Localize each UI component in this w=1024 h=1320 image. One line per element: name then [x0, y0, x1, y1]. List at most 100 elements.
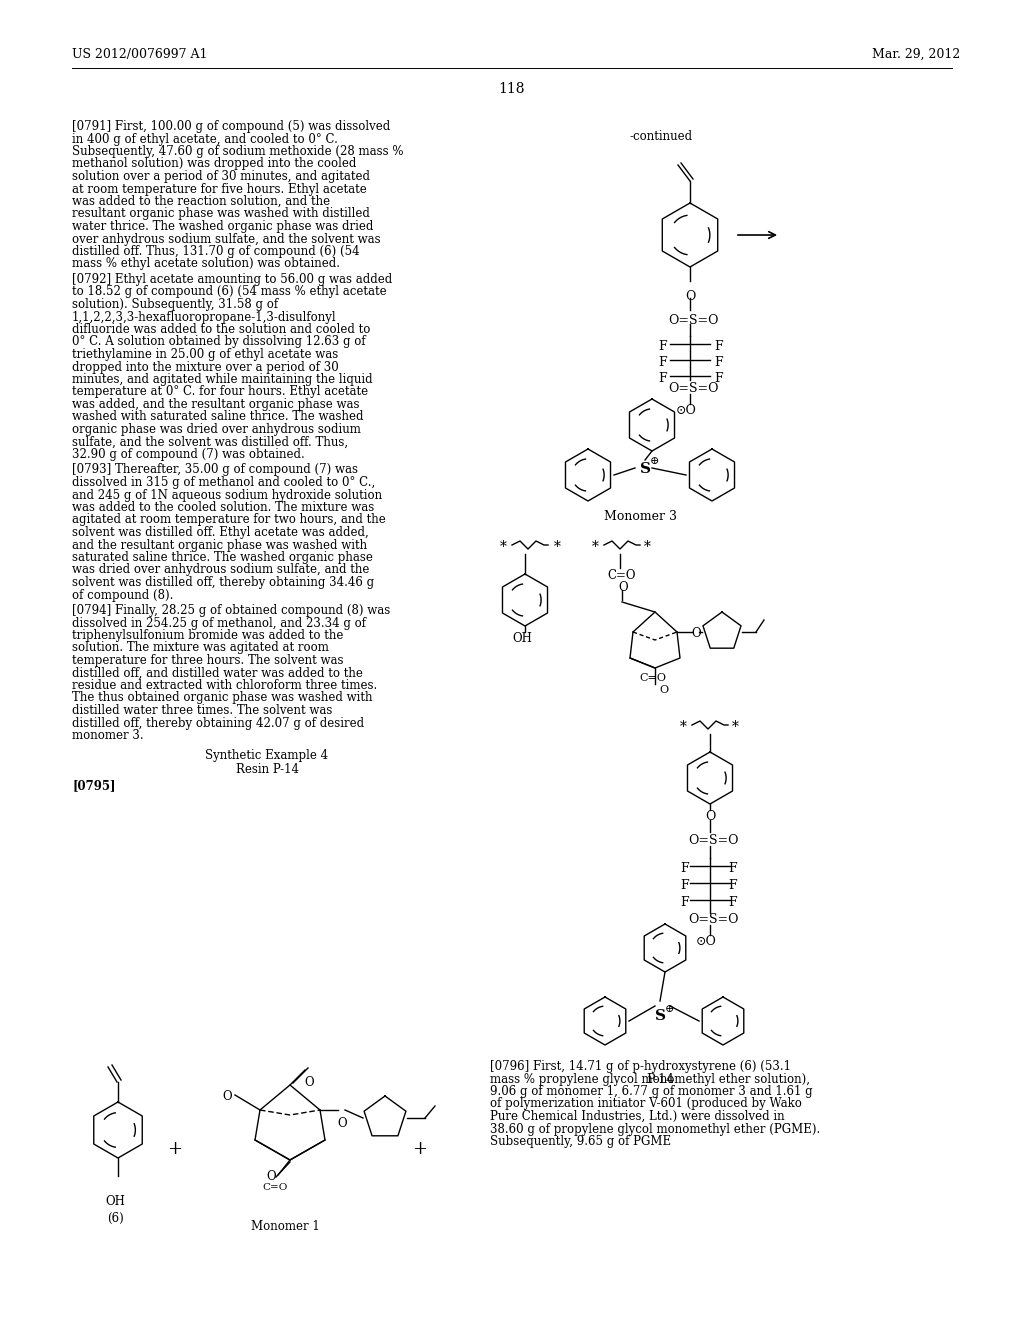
Text: residue and extracted with chloroform three times.: residue and extracted with chloroform th… — [72, 678, 377, 692]
Text: *: * — [592, 540, 599, 554]
Text: O: O — [266, 1170, 275, 1183]
Text: Synthetic Example 4: Synthetic Example 4 — [206, 748, 329, 762]
Text: F: F — [680, 862, 688, 875]
Text: C=O: C=O — [262, 1183, 288, 1192]
Text: 118: 118 — [499, 82, 525, 96]
Text: solution over a period of 30 minutes, and agitated: solution over a period of 30 minutes, an… — [72, 170, 370, 183]
Text: ⊕: ⊕ — [665, 1005, 675, 1014]
Text: washed with saturated saline thrice. The washed: washed with saturated saline thrice. The… — [72, 411, 364, 424]
Text: at room temperature for five hours. Ethyl acetate: at room temperature for five hours. Ethy… — [72, 182, 367, 195]
Text: water thrice. The washed organic phase was dried: water thrice. The washed organic phase w… — [72, 220, 374, 234]
Text: -continued: -continued — [630, 129, 693, 143]
Text: F: F — [714, 356, 723, 370]
Text: ⊕: ⊕ — [650, 455, 659, 466]
Text: Monomer 3: Monomer 3 — [603, 510, 677, 523]
Text: O=S=O: O=S=O — [688, 834, 738, 847]
Text: was dried over anhydrous sodium sulfate, and the: was dried over anhydrous sodium sulfate,… — [72, 564, 370, 577]
Text: F: F — [658, 341, 667, 352]
Text: O: O — [618, 581, 628, 594]
Text: O=S=O: O=S=O — [688, 913, 738, 927]
Text: [0795]: [0795] — [72, 780, 116, 792]
Text: O=S=O: O=S=O — [668, 314, 719, 327]
Text: *: * — [680, 719, 687, 734]
Text: solution. The mixture was agitated at room: solution. The mixture was agitated at ro… — [72, 642, 329, 655]
Text: monomer 3.: monomer 3. — [72, 729, 143, 742]
Text: sulfate, and the solvent was distilled off. Thus,: sulfate, and the solvent was distilled o… — [72, 436, 348, 449]
Text: in 400 g of ethyl acetate, and cooled to 0° C.: in 400 g of ethyl acetate, and cooled to… — [72, 132, 338, 145]
Text: ⊙O: ⊙O — [696, 935, 717, 948]
Text: agitated at room temperature for two hours, and the: agitated at room temperature for two hou… — [72, 513, 386, 527]
Text: O: O — [705, 810, 716, 822]
Text: C=O: C=O — [607, 569, 636, 582]
Text: S: S — [640, 462, 651, 477]
Text: Monomer 1: Monomer 1 — [251, 1220, 319, 1233]
Text: distilled off, and distilled water was added to the: distilled off, and distilled water was a… — [72, 667, 362, 680]
Text: S: S — [655, 1008, 666, 1023]
Text: F: F — [680, 896, 688, 909]
Text: difluoride was added to the solution and cooled to: difluoride was added to the solution and… — [72, 323, 371, 337]
Text: Pure Chemical Industries, Ltd.) were dissolved in: Pure Chemical Industries, Ltd.) were dis… — [490, 1110, 784, 1123]
Text: saturated saline thrice. The washed organic phase: saturated saline thrice. The washed orga… — [72, 550, 373, 564]
Text: F: F — [714, 341, 723, 352]
Text: F: F — [728, 862, 736, 875]
Text: *: * — [732, 719, 739, 734]
Text: F: F — [728, 896, 736, 909]
Text: (6): (6) — [106, 1212, 123, 1225]
Text: Subsequently, 9.65 g of PGME: Subsequently, 9.65 g of PGME — [490, 1135, 671, 1148]
Text: C=O: C=O — [639, 673, 666, 682]
Text: 0° C. A solution obtained by dissolving 12.63 g of: 0° C. A solution obtained by dissolving … — [72, 335, 366, 348]
Text: [0793] Thereafter, 35.00 g of compound (7) was: [0793] Thereafter, 35.00 g of compound (… — [72, 463, 358, 477]
Text: dissolved in 315 g of methanol and cooled to 0° C.,: dissolved in 315 g of methanol and coole… — [72, 477, 375, 488]
Text: was added to the reaction solution, and the: was added to the reaction solution, and … — [72, 195, 330, 209]
Text: temperature at 0° C. for four hours. Ethyl acetate: temperature at 0° C. for four hours. Eth… — [72, 385, 368, 399]
Text: O: O — [691, 627, 700, 640]
Text: distilled off. Thus, 131.70 g of compound (6) (54: distilled off. Thus, 131.70 g of compoun… — [72, 246, 359, 257]
Text: P-14: P-14 — [646, 1073, 674, 1086]
Text: solvent was distilled off, thereby obtaining 34.46 g: solvent was distilled off, thereby obtai… — [72, 576, 374, 589]
Text: [0796] First, 14.71 g of p-hydroxystyrene (6) (53.1: [0796] First, 14.71 g of p-hydroxystyren… — [490, 1060, 791, 1073]
Text: F: F — [658, 356, 667, 370]
Text: *: * — [644, 540, 651, 554]
Text: over anhydrous sodium sulfate, and the solvent was: over anhydrous sodium sulfate, and the s… — [72, 232, 381, 246]
Text: *: * — [554, 540, 561, 554]
Text: mass % propylene glycol monomethyl ether solution),: mass % propylene glycol monomethyl ether… — [490, 1072, 810, 1085]
Text: distilled off, thereby obtaining 42.07 g of desired: distilled off, thereby obtaining 42.07 g… — [72, 717, 365, 730]
Text: ⊙O: ⊙O — [676, 404, 697, 417]
Text: O=S=O: O=S=O — [668, 381, 719, 395]
Text: OH: OH — [105, 1195, 125, 1208]
Text: 38.60 g of propylene glycol monomethyl ether (PGME).: 38.60 g of propylene glycol monomethyl e… — [490, 1122, 820, 1135]
Text: 1,1,2,2,3,3-hexafluoropropane-1,3-disulfonyl: 1,1,2,2,3,3-hexafluoropropane-1,3-disulf… — [72, 310, 337, 323]
Text: F: F — [680, 879, 688, 892]
Text: O: O — [685, 290, 695, 304]
Text: [0791] First, 100.00 g of compound (5) was dissolved: [0791] First, 100.00 g of compound (5) w… — [72, 120, 390, 133]
Text: OH: OH — [512, 632, 531, 645]
Text: F: F — [728, 879, 736, 892]
Text: US 2012/0076997 A1: US 2012/0076997 A1 — [72, 48, 208, 61]
Text: F: F — [658, 372, 667, 385]
Text: and 245 g of 1N aqueous sodium hydroxide solution: and 245 g of 1N aqueous sodium hydroxide… — [72, 488, 382, 502]
Text: dissolved in 254.25 g of methanol, and 23.34 g of: dissolved in 254.25 g of methanol, and 2… — [72, 616, 366, 630]
Text: of compound (8).: of compound (8). — [72, 589, 173, 602]
Text: triphenylsulfonium bromide was added to the: triphenylsulfonium bromide was added to … — [72, 630, 343, 642]
Text: 9.06 g of monomer 1, 6.77 g of monomer 3 and 1.61 g: 9.06 g of monomer 1, 6.77 g of monomer 3… — [490, 1085, 813, 1098]
Text: dropped into the mixture over a period of 30: dropped into the mixture over a period o… — [72, 360, 339, 374]
Text: solvent was distilled off. Ethyl acetate was added,: solvent was distilled off. Ethyl acetate… — [72, 525, 369, 539]
Text: +: + — [168, 1140, 182, 1158]
Text: temperature for three hours. The solvent was: temperature for three hours. The solvent… — [72, 653, 343, 667]
Text: to 18.52 g of compound (6) (54 mass % ethyl acetate: to 18.52 g of compound (6) (54 mass % et… — [72, 285, 387, 298]
Text: mass % ethyl acetate solution) was obtained.: mass % ethyl acetate solution) was obtai… — [72, 257, 340, 271]
Text: O: O — [337, 1117, 347, 1130]
Text: and the resultant organic phase was washed with: and the resultant organic phase was wash… — [72, 539, 368, 552]
Text: of polymerization initiator V-601 (produced by Wako: of polymerization initiator V-601 (produ… — [490, 1097, 802, 1110]
Text: was added, and the resultant organic phase was: was added, and the resultant organic pha… — [72, 399, 359, 411]
Text: minutes, and agitated while maintaining the liquid: minutes, and agitated while maintaining … — [72, 374, 373, 385]
Text: F: F — [714, 372, 723, 385]
Text: [0792] Ethyl acetate amounting to 56.00 g was added: [0792] Ethyl acetate amounting to 56.00 … — [72, 273, 392, 286]
Text: was added to the cooled solution. The mixture was: was added to the cooled solution. The mi… — [72, 502, 374, 513]
Text: solution). Subsequently, 31.58 g of: solution). Subsequently, 31.58 g of — [72, 298, 279, 312]
Text: Subsequently, 47.60 g of sodium methoxide (28 mass %: Subsequently, 47.60 g of sodium methoxid… — [72, 145, 403, 158]
Text: 32.90 g of compound (7) was obtained.: 32.90 g of compound (7) was obtained. — [72, 447, 305, 461]
Text: triethylamine in 25.00 g of ethyl acetate was: triethylamine in 25.00 g of ethyl acetat… — [72, 348, 338, 360]
Text: [0794] Finally, 28.25 g of obtained compound (8) was: [0794] Finally, 28.25 g of obtained comp… — [72, 605, 390, 616]
Text: distilled water three times. The solvent was: distilled water three times. The solvent… — [72, 704, 333, 717]
